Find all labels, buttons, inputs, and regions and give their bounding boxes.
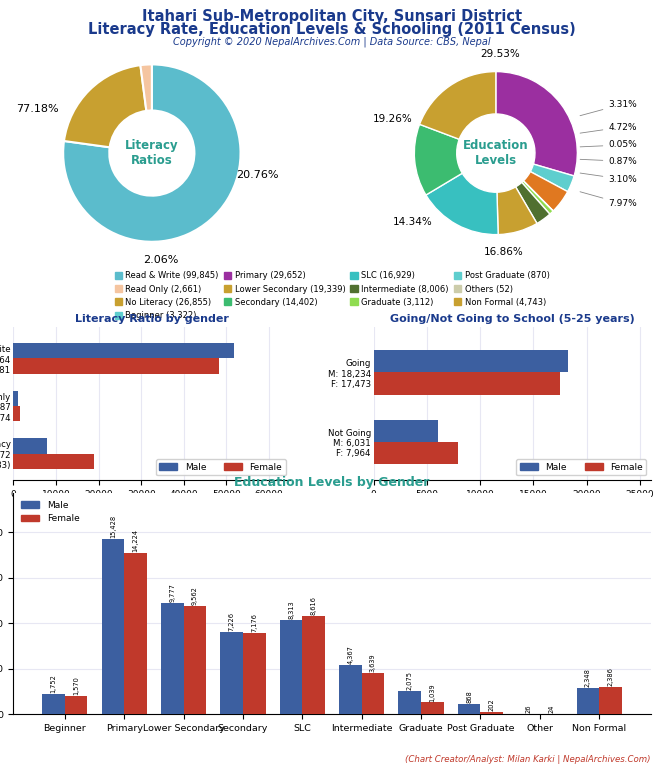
Text: 202: 202 — [489, 698, 495, 711]
Text: 4.72%: 4.72% — [580, 123, 637, 133]
Bar — [13, 454, 94, 469]
Text: 16.86%: 16.86% — [484, 247, 524, 257]
Text: 1,570: 1,570 — [73, 677, 79, 696]
Bar — [65, 697, 88, 714]
Text: 2.06%: 2.06% — [143, 255, 179, 265]
Bar — [374, 350, 568, 372]
Bar — [374, 372, 560, 395]
Title: Education Levels by Gender: Education Levels by Gender — [234, 475, 430, 488]
Text: 14,224: 14,224 — [133, 528, 139, 551]
Bar — [280, 620, 302, 714]
Bar — [13, 406, 19, 422]
Text: 7,226: 7,226 — [228, 612, 234, 631]
Text: 24: 24 — [548, 704, 554, 713]
Title: Going/Not Going to School (5-25 years): Going/Not Going to School (5-25 years) — [390, 314, 635, 324]
Wedge shape — [497, 187, 537, 234]
Text: Copyright © 2020 NepalArchives.Com | Data Source: CBS, Nepal: Copyright © 2020 NepalArchives.Com | Dat… — [173, 36, 491, 47]
Text: Literacy Rate, Education Levels & Schooling (2011 Census): Literacy Rate, Education Levels & School… — [88, 22, 576, 38]
Wedge shape — [64, 65, 146, 147]
Bar — [102, 539, 124, 714]
Text: 868: 868 — [466, 690, 472, 703]
Text: 3,639: 3,639 — [370, 654, 376, 672]
Text: 2,348: 2,348 — [585, 667, 591, 687]
Text: 29.53%: 29.53% — [480, 48, 520, 58]
Text: 3.31%: 3.31% — [580, 100, 637, 116]
Bar — [42, 694, 65, 714]
Bar — [481, 712, 503, 714]
Bar — [13, 391, 19, 406]
Text: 14.34%: 14.34% — [392, 217, 432, 227]
Legend: Male, Female: Male, Female — [156, 459, 286, 475]
Bar — [599, 687, 622, 714]
Text: 2,075: 2,075 — [407, 670, 413, 690]
Bar — [124, 552, 147, 714]
Wedge shape — [496, 71, 578, 176]
Legend: Male, Female: Male, Female — [516, 459, 646, 475]
Title: Literacy Ratio by gender: Literacy Ratio by gender — [75, 314, 229, 324]
Text: (Chart Creator/Analyst: Milan Karki | NepalArchives.Com): (Chart Creator/Analyst: Milan Karki | Ne… — [405, 755, 651, 764]
Text: Literacy
Ratios: Literacy Ratios — [125, 139, 179, 167]
Text: Itahari Sub-Metropolitan City, Sunsari District: Itahari Sub-Metropolitan City, Sunsari D… — [142, 9, 522, 25]
Bar — [458, 704, 481, 714]
Text: 8,616: 8,616 — [311, 597, 317, 615]
Bar — [243, 633, 266, 714]
Bar — [220, 632, 243, 714]
Text: 20.76%: 20.76% — [236, 170, 279, 180]
Bar — [183, 605, 206, 714]
Bar — [13, 359, 218, 373]
Wedge shape — [140, 65, 152, 111]
Text: 15,428: 15,428 — [110, 515, 116, 538]
Text: 2,386: 2,386 — [608, 667, 614, 686]
Text: 19.26%: 19.26% — [373, 114, 413, 124]
Bar — [576, 687, 599, 714]
Text: 0.05%: 0.05% — [580, 141, 637, 150]
Text: 7,176: 7,176 — [251, 613, 257, 632]
Bar — [13, 439, 47, 454]
Text: 3.10%: 3.10% — [580, 173, 637, 184]
Wedge shape — [523, 171, 568, 211]
Text: 77.18%: 77.18% — [16, 104, 58, 114]
Bar — [13, 343, 234, 359]
Wedge shape — [531, 164, 574, 192]
Wedge shape — [522, 181, 553, 214]
Bar — [161, 603, 183, 714]
Text: 7.97%: 7.97% — [580, 192, 637, 208]
Wedge shape — [523, 180, 553, 211]
Bar — [339, 664, 362, 714]
Text: 9,562: 9,562 — [192, 586, 198, 604]
Bar — [374, 442, 458, 464]
Wedge shape — [426, 174, 498, 234]
Text: 26: 26 — [525, 704, 531, 713]
Wedge shape — [420, 71, 496, 139]
Text: Education
Levels: Education Levels — [463, 139, 529, 167]
Bar — [374, 419, 438, 442]
Legend: Male, Female: Male, Female — [18, 497, 83, 527]
Wedge shape — [414, 124, 462, 195]
Wedge shape — [516, 183, 550, 223]
Bar — [302, 616, 325, 714]
Bar — [398, 690, 421, 714]
Bar — [362, 673, 384, 714]
Text: 1,752: 1,752 — [50, 674, 56, 694]
Wedge shape — [63, 65, 240, 242]
Legend: Read & Write (99,845), Read Only (2,661), No Literacy (26,855), Beginner (3,322): Read & Write (99,845), Read Only (2,661)… — [115, 271, 549, 320]
Bar — [421, 703, 444, 714]
Text: 1,039: 1,039 — [430, 683, 436, 701]
Text: 8,313: 8,313 — [288, 600, 294, 619]
Text: 0.87%: 0.87% — [580, 157, 637, 166]
Text: 9,777: 9,777 — [169, 583, 175, 602]
Text: 4,367: 4,367 — [347, 645, 353, 664]
